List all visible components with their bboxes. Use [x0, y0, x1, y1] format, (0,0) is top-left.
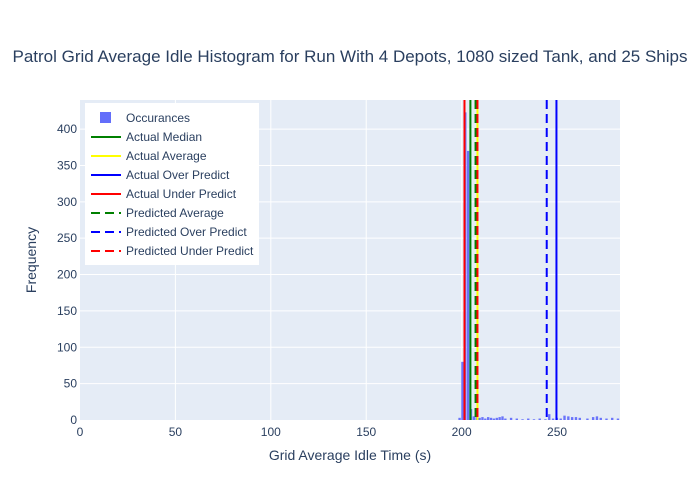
legend-swatch: [100, 112, 111, 123]
histogram-bar[interactable]: [498, 417, 501, 420]
histogram-bar[interactable]: [563, 415, 566, 420]
histogram-bar[interactable]: [484, 418, 487, 420]
legend-label: Actual Average: [126, 149, 207, 163]
y-tick-label: 50: [64, 377, 78, 391]
histogram-bar[interactable]: [570, 417, 574, 420]
histogram-bar[interactable]: [492, 418, 496, 420]
legend-item[interactable]: Predicted Over Predict: [91, 225, 247, 239]
histogram-bar[interactable]: [527, 418, 530, 420]
legend-label: Predicted Over Predict: [126, 225, 247, 239]
y-tick-label: 100: [57, 340, 77, 354]
legend-item[interactable]: Actual Under Predict: [91, 187, 237, 201]
legend-item[interactable]: Actual Over Predict: [91, 168, 230, 182]
legend-box: [85, 103, 259, 265]
histogram-bar[interactable]: [599, 417, 602, 420]
histogram-bar[interactable]: [532, 419, 536, 420]
y-tick-label: 250: [57, 231, 77, 245]
histogram-bar[interactable]: [478, 417, 481, 420]
y-tick-label: 300: [57, 195, 77, 209]
legend[interactable]: Occurances Actual Median Actual Average Act…: [85, 103, 259, 265]
histogram-bar[interactable]: [544, 419, 547, 420]
histogram-bar[interactable]: [495, 417, 498, 420]
y-tick-label: 400: [57, 122, 77, 136]
histogram-bar[interactable]: [481, 417, 484, 420]
histogram-bar[interactable]: [458, 417, 461, 420]
legend-label: Predicted Average: [126, 206, 224, 220]
x-tick-label: 50: [169, 425, 183, 439]
x-tick-label: 200: [452, 425, 472, 439]
histogram-bar[interactable]: [515, 418, 518, 420]
histogram-bar[interactable]: [591, 417, 595, 420]
reference-lines: [463, 100, 558, 420]
histogram-bar[interactable]: [611, 417, 614, 420]
x-tick-label: 100: [261, 425, 281, 439]
histogram-bar[interactable]: [504, 418, 507, 420]
histogram-bar[interactable]: [501, 416, 504, 420]
histogram-bar[interactable]: [521, 419, 524, 420]
x-tick-label: 0: [77, 425, 84, 439]
legend-item[interactable]: Occurances: [100, 111, 190, 125]
histogram-bar[interactable]: [538, 418, 541, 420]
histogram-bar[interactable]: [578, 417, 581, 420]
histogram-bar[interactable]: [551, 418, 555, 420]
histogram-bar[interactable]: [509, 417, 513, 420]
legend-label: Actual Median: [126, 130, 202, 144]
histogram-bar[interactable]: [616, 418, 620, 420]
histogram-bar[interactable]: [586, 418, 589, 420]
histogram-bar[interactable]: [548, 414, 551, 420]
histogram-bar[interactable]: [487, 417, 490, 420]
legend-item[interactable]: Actual Average: [91, 149, 207, 163]
histogram-bar[interactable]: [461, 361, 464, 420]
histogram-bar[interactable]: [489, 417, 493, 420]
legend-label: Actual Under Predict: [126, 187, 237, 201]
histogram-bar[interactable]: [574, 417, 578, 420]
legend-label: Predicted Under Predict: [126, 244, 254, 258]
histogram-bar[interactable]: [605, 418, 608, 420]
legend-item[interactable]: Actual Median: [91, 130, 202, 144]
y-tick-label: 350: [57, 158, 77, 172]
y-tick-label: 150: [57, 304, 77, 318]
chart-title: Patrol Grid Average Idle Histogram for R…: [12, 47, 687, 66]
legend-label: Occurances: [126, 111, 190, 125]
x-tick-label: 150: [356, 425, 376, 439]
y-axis-title: Frequency: [23, 227, 39, 293]
y-tick-label: 0: [70, 413, 77, 427]
histogram-bar[interactable]: [466, 150, 470, 420]
y-axis-ticks: 0 50 100 150 200 250 300 350 400: [57, 122, 77, 427]
histogram-bar[interactable]: [559, 418, 562, 420]
histogram-bar[interactable]: [595, 416, 599, 420]
legend-item[interactable]: Predicted Average: [91, 206, 224, 220]
legend-label: Actual Over Predict: [126, 168, 230, 182]
histogram-bar[interactable]: [472, 416, 476, 420]
x-axis-title: Grid Average Idle Time (s): [269, 447, 431, 463]
x-axis-ticks: 0 50 100 150 200 250: [77, 425, 568, 439]
legend-item[interactable]: Predicted Under Predict: [91, 244, 254, 258]
y-tick-label: 200: [57, 268, 77, 282]
histogram-bar[interactable]: [567, 416, 570, 420]
x-tick-label: 250: [547, 425, 567, 439]
